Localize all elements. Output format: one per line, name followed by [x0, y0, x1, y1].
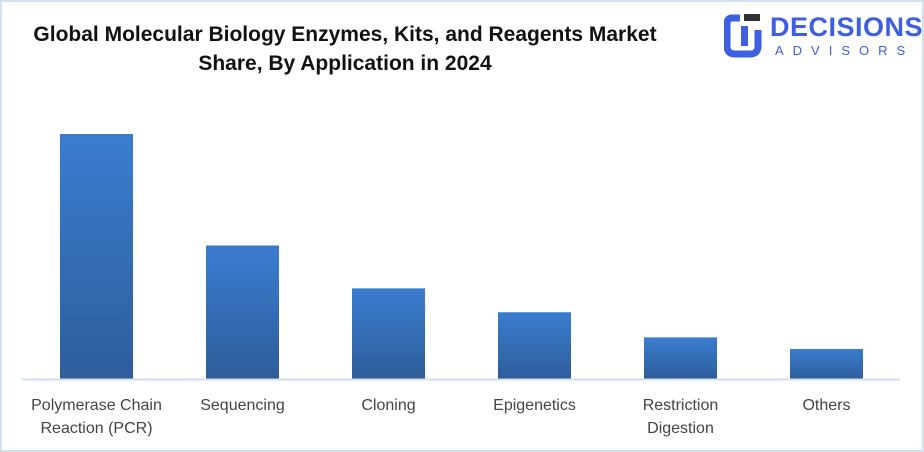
logo-text-advisors: ADVISORS — [775, 43, 915, 58]
bar-2 — [352, 288, 425, 379]
title-line-1: Global Molecular Biology Enzymes, Kits, … — [33, 23, 657, 46]
x-tick-label: Others — [802, 397, 850, 414]
x-tick-label: Restriction Digestion — [643, 397, 719, 437]
x-tick-label: Polymerase Chain Reaction (PCR) — [31, 397, 162, 437]
bar-1 — [206, 245, 279, 379]
decisions-advisors-logo: DECISIONS ADVISORS — [723, 12, 924, 62]
x-tick-label: Cloning — [361, 397, 415, 414]
title-line-2: Share, By Application in 2024 — [198, 52, 492, 75]
bar-3 — [498, 312, 571, 379]
x-tick-label: Epigenetics — [493, 397, 576, 414]
logo-mark-icon — [723, 14, 762, 58]
logo-text-decisions: DECISIONS — [770, 12, 924, 42]
chart-title: Global Molecular Biology Enzymes, Kits, … — [10, 20, 680, 78]
x-tick-label: Sequencing — [200, 397, 285, 414]
bar-5 — [790, 348, 863, 379]
bar-0 — [60, 134, 133, 379]
bar-4 — [644, 337, 717, 379]
